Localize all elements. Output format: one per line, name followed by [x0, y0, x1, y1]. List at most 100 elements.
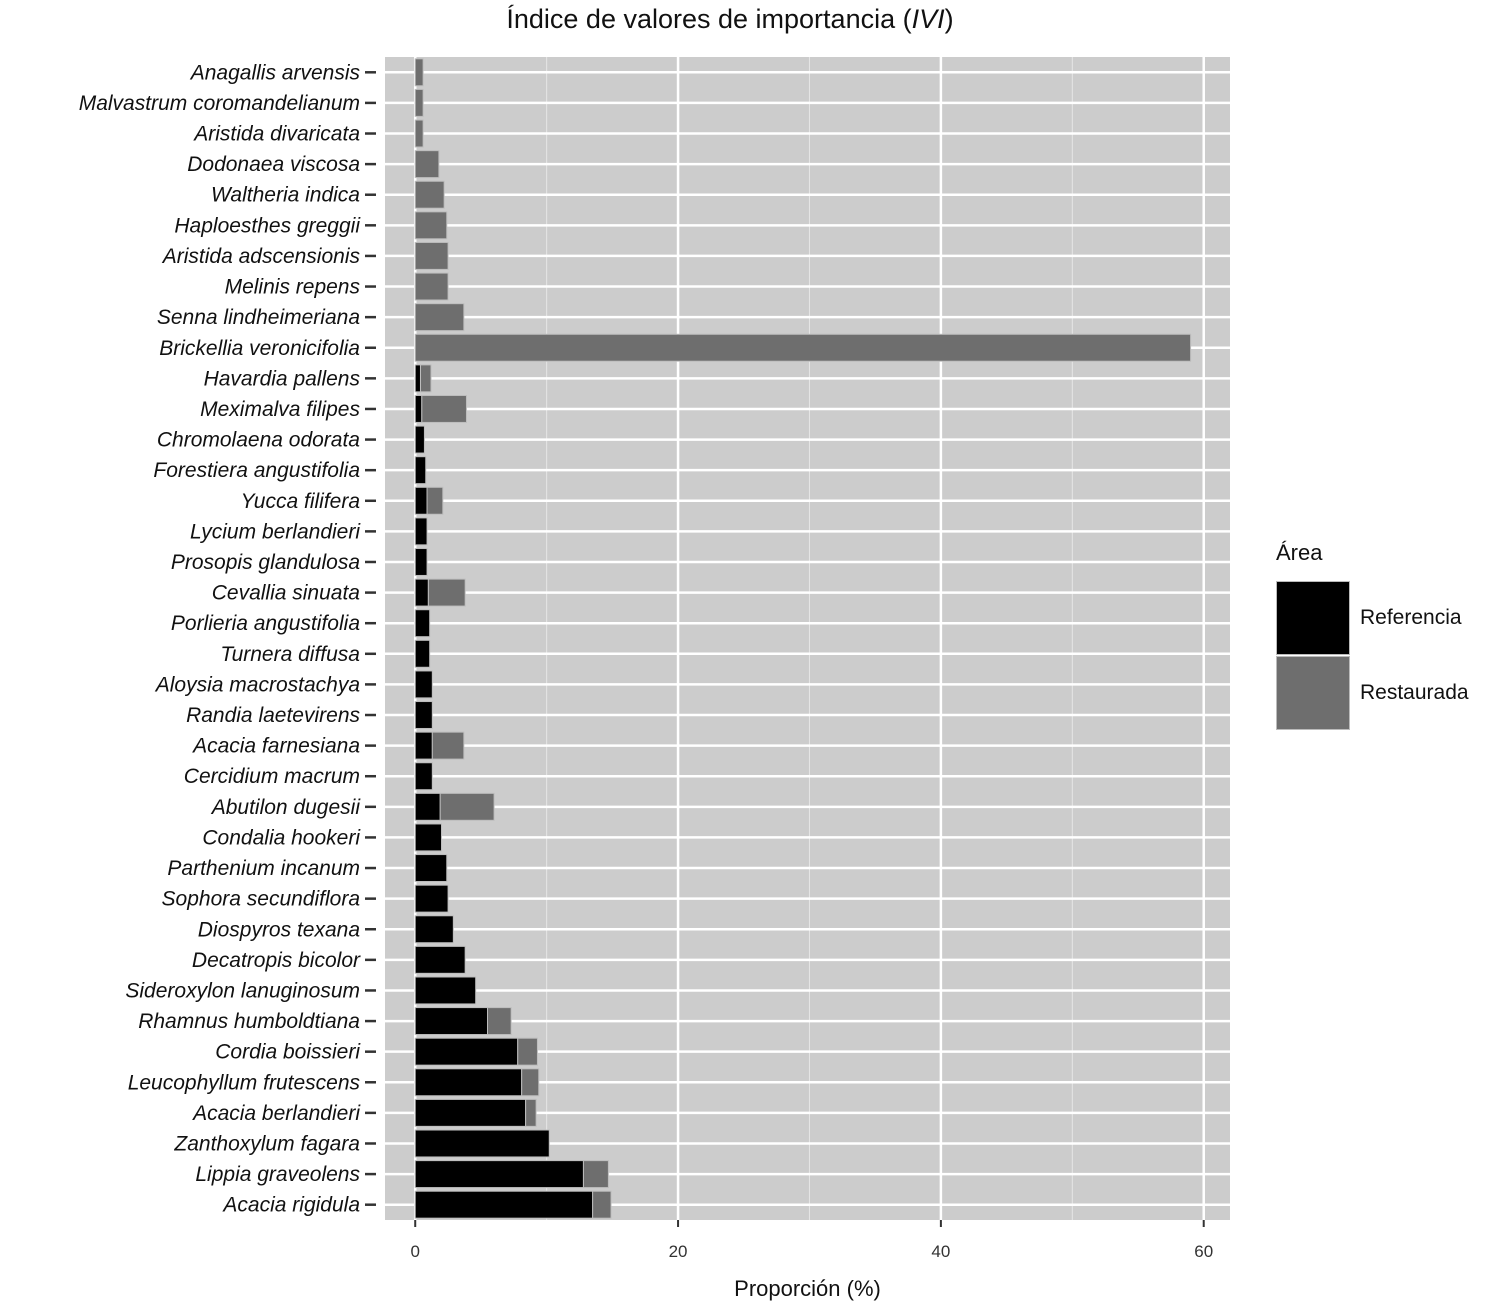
bar-restaurada [582, 1160, 609, 1189]
y-tick-label: Sophora secundiflora [162, 888, 360, 911]
y-tick-label: Diospyros texana [198, 918, 360, 941]
bar-restaurada [592, 1190, 612, 1219]
bar-restaurada [414, 241, 449, 270]
legend-key-restaurada [1276, 655, 1350, 730]
bar-referencia [414, 762, 433, 791]
y-tick-label: Turnera diffusa [220, 643, 360, 666]
bar-restaurada [414, 303, 465, 332]
y-tick-label: Sideroxylon lanuginosum [125, 979, 360, 1002]
bar-referencia [414, 1129, 550, 1158]
y-tick-label: Brickellia veronicifolia [159, 337, 360, 360]
y-tick-label: Meximalva filipes [200, 398, 360, 421]
y-tick-label: Yucca filifera [241, 490, 360, 513]
bar-restaurada [419, 364, 432, 393]
bar-referencia [414, 1098, 527, 1127]
bar-referencia [414, 425, 425, 454]
bar-referencia [414, 854, 448, 883]
y-tick-label: Forestiera angustifolia [153, 459, 360, 482]
y-tick-label: Lippia graveolens [195, 1163, 360, 1186]
bar-referencia [414, 1007, 489, 1036]
bar-referencia [414, 456, 427, 485]
bar-restaurada [414, 119, 424, 148]
legend-label: Restaurada [1360, 680, 1469, 704]
legend-item-restaurada: Restaurada [1276, 655, 1469, 730]
bar-referencia [414, 486, 428, 515]
bar-restaurada [414, 88, 424, 117]
bar-restaurada [517, 1037, 538, 1066]
bar-referencia [414, 394, 423, 423]
y-tick-label: Randia laetevirens [186, 704, 360, 727]
bar-referencia [414, 1190, 594, 1219]
x-tick-label: 60 [1194, 1242, 1213, 1261]
y-tick-label: Zanthoxylum fagara [173, 1132, 360, 1155]
y-tick-label: Cercidium macrum [184, 765, 360, 788]
y-tick-label: Chromolaena odorata [157, 429, 360, 452]
bar-referencia [414, 1068, 523, 1097]
legend: Área Referencia Restaurada [1276, 540, 1469, 730]
chart-title: Índice de valores de importancia (IVI) [0, 4, 1460, 35]
y-tick-label: Malvastrum coromandelianum [79, 92, 360, 115]
bar-restaurada [421, 394, 467, 423]
y-tick-label: Porlieria angustifolia [171, 612, 360, 635]
y-tick-label: Aloysia macrostachya [154, 673, 360, 696]
bar-restaurada [414, 150, 440, 179]
bar-restaurada [414, 272, 449, 301]
bar-referencia [414, 701, 433, 729]
y-tick-label: Havardia pallens [204, 367, 361, 390]
y-tick-label: Condalia hookeri [202, 826, 361, 849]
y-tick-label: Rhamnus humboldtiana [138, 1010, 360, 1033]
title-text: Índice de valores de importancia ( [506, 4, 912, 34]
x-tick-label: 20 [669, 1242, 688, 1261]
bar-restaurada [414, 180, 445, 209]
bar-restaurada [427, 578, 466, 607]
bar-referencia [414, 731, 433, 760]
bar-referencia [414, 639, 431, 668]
bar-referencia [414, 609, 431, 638]
bar-restaurada [414, 333, 1192, 362]
y-tick-label: Dodonaea viscosa [187, 153, 360, 176]
bar-referencia [414, 823, 443, 852]
bar-referencia [414, 915, 454, 944]
bar-referencia [414, 578, 429, 607]
bar-referencia [414, 548, 428, 576]
y-tick-label: Decatropis bicolor [192, 949, 361, 972]
y-tick-label: Anagallis arvensis [189, 61, 361, 84]
y-tick-label: Waltheria indica [211, 184, 360, 207]
legend-title: Área [1276, 540, 1323, 565]
y-tick-label: Lycium berlandieri [190, 520, 361, 543]
y-tick-label: Senna lindheimeriana [157, 306, 360, 329]
x-tick-label: 0 [410, 1242, 419, 1261]
y-tick-label: Prosopis glandulosa [171, 551, 360, 574]
bar-referencia [414, 364, 421, 393]
y-tick-label: Cordia boissieri [215, 1041, 361, 1064]
title-italic: IVI [911, 4, 945, 34]
y-tick-label: Parthenium incanum [167, 857, 360, 880]
bar-referencia [414, 1037, 519, 1066]
bar-restaurada [426, 486, 444, 515]
plot-panel [385, 57, 1230, 1220]
legend-item-referencia: Referencia [1276, 580, 1469, 655]
title-suffix: ) [944, 4, 954, 34]
y-tick-label: Melinis repens [225, 276, 361, 299]
bar-restaurada [487, 1007, 512, 1036]
bar-restaurada [521, 1068, 540, 1097]
bar-referencia [414, 884, 449, 913]
y-tick-label: Aristida divaricata [192, 123, 360, 146]
bar-referencia [414, 976, 477, 1005]
y-tick-label: Aristida adscensionis [161, 245, 361, 268]
legend-label: Referencia [1360, 605, 1462, 629]
y-tick-label: Acacia rigidula [221, 1194, 360, 1217]
y-tick-label: Acacia farnesiana [191, 735, 360, 758]
bar-restaurada [431, 731, 465, 760]
bar-restaurada [525, 1098, 537, 1127]
bar-referencia [414, 670, 433, 699]
y-tick-label: Leucophyllum frutescens [128, 1071, 361, 1094]
legend-key-referencia [1276, 580, 1350, 655]
bar-referencia [414, 517, 428, 546]
bar-restaurada [439, 792, 495, 821]
bar-restaurada [414, 211, 448, 240]
x-axis-title: Proporción (%) [734, 1276, 881, 1301]
bar-referencia [414, 1160, 584, 1189]
bar-referencia [414, 945, 466, 974]
